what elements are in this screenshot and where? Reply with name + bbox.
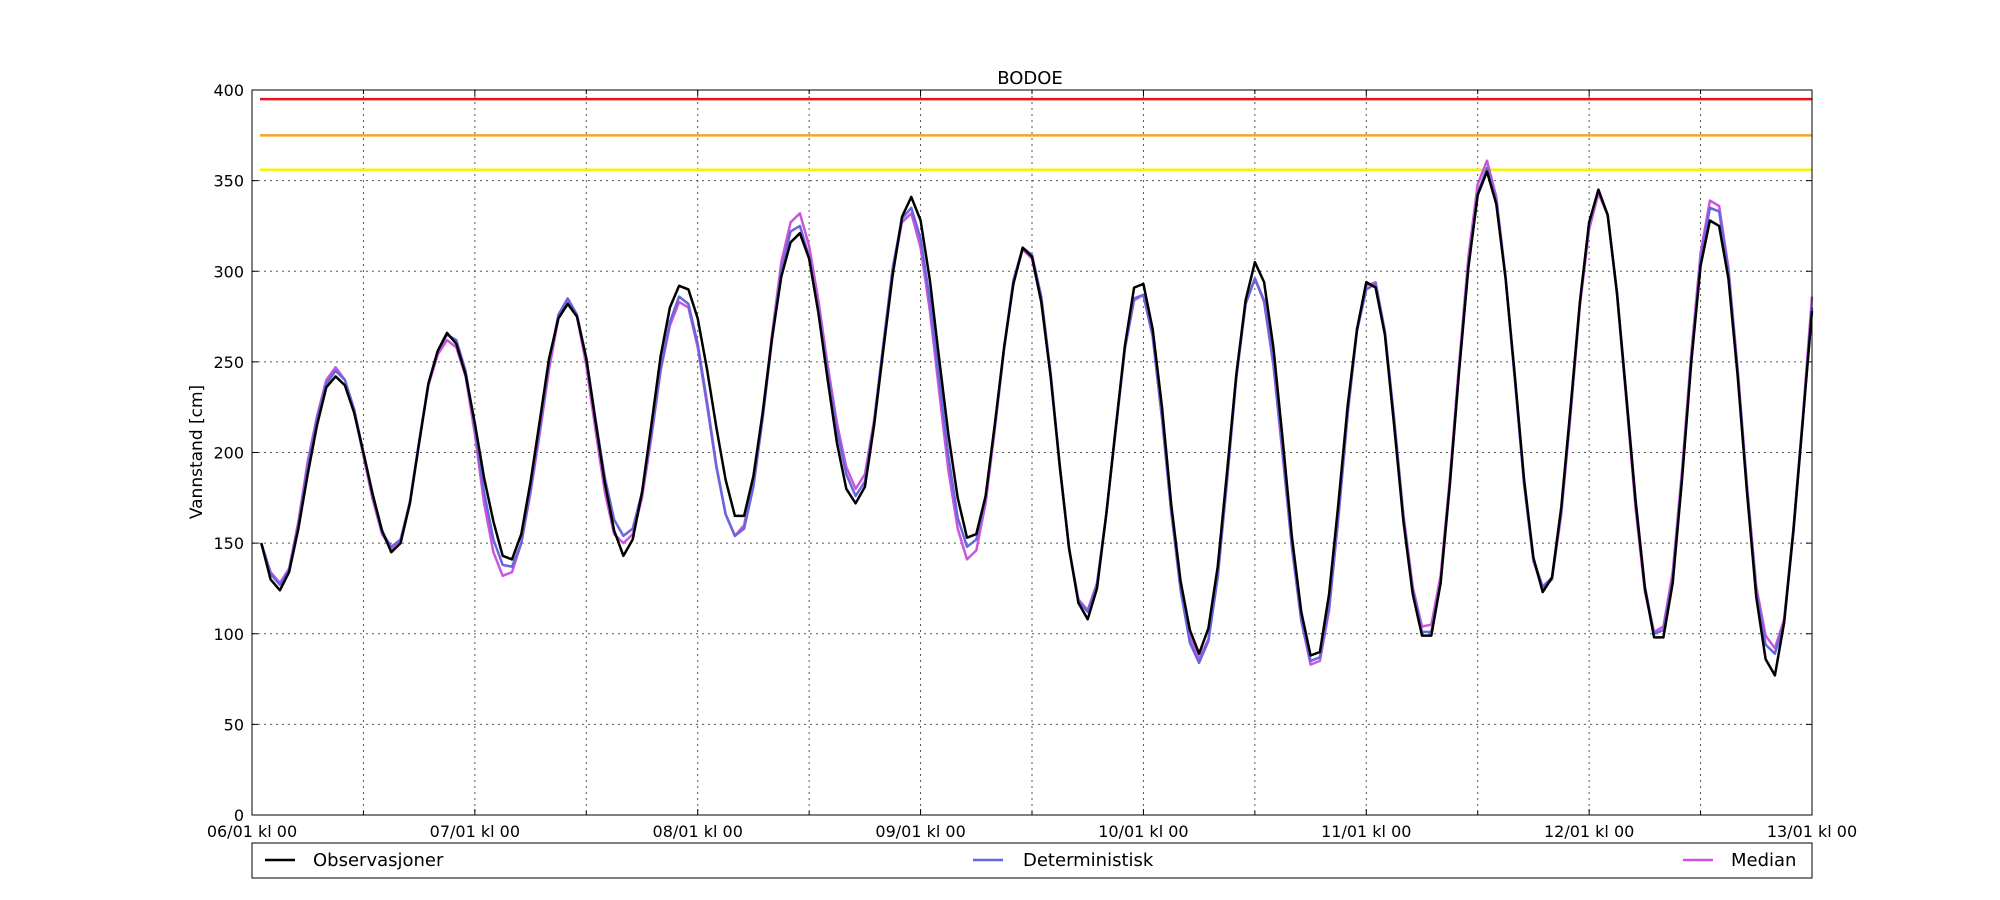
x-tick-label-144: 12/01 kl 00	[1544, 822, 1634, 841]
legend-box	[251, 842, 1813, 879]
y-tick-label-50: 50	[224, 715, 244, 734]
y-axis-label: Vannstand [cm]	[187, 385, 207, 519]
y-tick-label-350: 350	[213, 172, 244, 191]
y-tick-label-250: 250	[213, 353, 244, 372]
x-tick-label-120: 11/01 kl 00	[1321, 822, 1411, 841]
series-lines	[260, 159, 1814, 677]
series-line-median	[260, 159, 1814, 666]
legend-entry-median: Median	[1683, 850, 1796, 871]
legend-label-observasjoner: Observasjoner	[313, 850, 444, 871]
legend-label-median: Median	[1731, 850, 1796, 871]
y-tick-label-150: 150	[213, 534, 244, 553]
y-tick-label-300: 300	[213, 262, 244, 281]
x-tick-label-0: 06/01 kl 00	[207, 822, 297, 841]
x-tick-label-48: 08/01 kl 00	[653, 822, 743, 841]
threshold-lines	[260, 97, 1812, 171]
x-tick-label-24: 07/01 kl 00	[430, 822, 520, 841]
y-tick-label-0: 0	[234, 806, 244, 825]
series-line-observasjoner	[260, 170, 1814, 677]
x-tick-label-96: 10/01 kl 00	[1098, 822, 1188, 841]
series-line-deterministisk	[260, 166, 1814, 665]
y-tick-label-100: 100	[213, 625, 244, 644]
legend-entry-observasjoner: Observasjoner	[265, 850, 444, 871]
y-tick-label-200: 200	[213, 444, 244, 463]
legend-label-deterministisk: Deterministisk	[1023, 850, 1154, 871]
grid	[252, 90, 1812, 815]
legend-entry-deterministisk: Deterministisk	[973, 850, 1154, 871]
x-tick-label-72: 09/01 kl 00	[875, 822, 965, 841]
x-tick-label-168: 13/01 kl 00	[1767, 822, 1857, 841]
axis-ticks: 0 50 100 150 200 250 300 350 400 06/01 kl 00 07/01…	[207, 81, 1857, 841]
legend: Observasjoner Deterministisk Median	[251, 842, 1813, 879]
y-tick-label-400: 400	[213, 81, 244, 100]
chart-title: BODOE	[997, 68, 1063, 89]
